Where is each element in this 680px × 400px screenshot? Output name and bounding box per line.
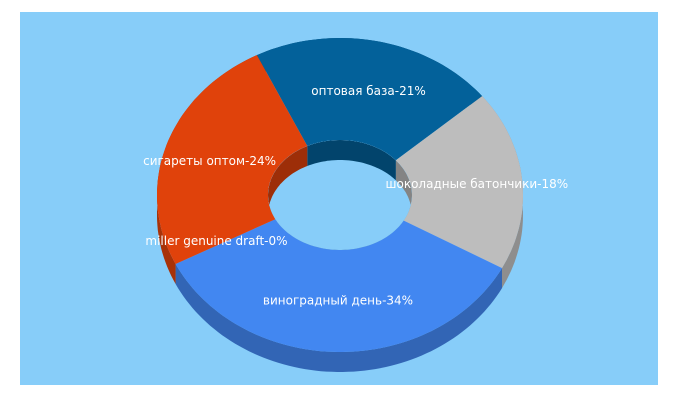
data-label: виноградный день-34% [263, 293, 413, 307]
data-label: сигареты оптом-24% [143, 154, 276, 168]
slice [395, 96, 523, 269]
slice [157, 55, 308, 264]
data-label: шоколадные батончики-18% [386, 177, 569, 191]
data-label: оптовая база-21% [311, 84, 425, 98]
slice-inner-side [268, 146, 308, 240]
slice [256, 38, 483, 161]
hole [268, 140, 412, 250]
slice [175, 219, 502, 352]
slice-side [175, 264, 502, 372]
data-label: miller genuine draft-0% [145, 234, 287, 248]
slice-inner-side [307, 140, 396, 181]
